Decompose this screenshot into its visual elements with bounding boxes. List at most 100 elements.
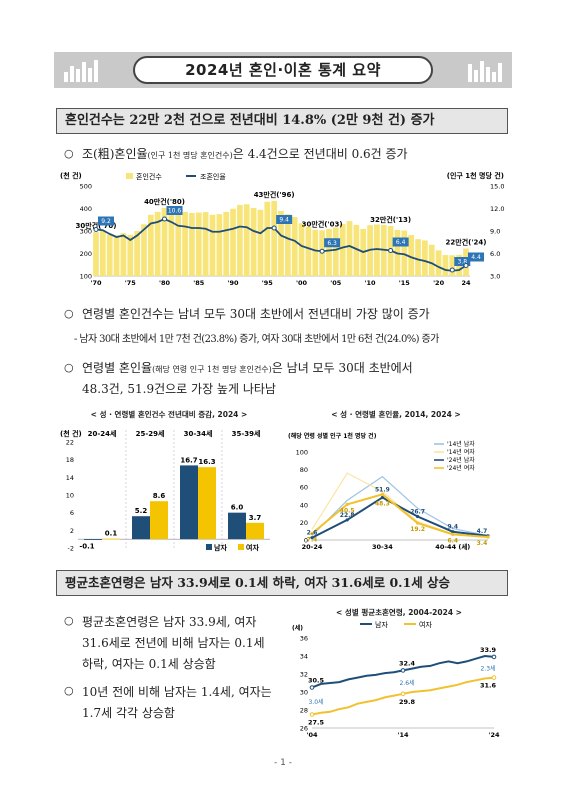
y-tick: 100: [296, 449, 308, 457]
y-tick: 20: [300, 519, 308, 527]
rate-label: 4.4: [471, 254, 481, 261]
bullet-symbol: ○: [64, 684, 74, 697]
x-tick: 20-24: [302, 543, 323, 551]
bar-marriages-1972: [106, 234, 113, 276]
y-tick: 22: [66, 439, 74, 447]
y-axis-units: (천 건): [60, 429, 82, 438]
y-tick-right: 12.0: [490, 205, 504, 213]
point: [380, 495, 384, 500]
x-tick: '75: [125, 279, 137, 287]
bar-marriages-1995: [264, 201, 271, 276]
data-label: 9.4: [447, 524, 458, 531]
point: [345, 502, 349, 506]
bar-marriages-1976: [134, 231, 140, 276]
y-tick: 26: [300, 725, 308, 733]
marriage-trend-chart: (천 건) (인구 1천 명당 건) 혼인건수 조혼인율 100 200 300 400 500…: [60, 171, 504, 287]
x-tick: '85: [193, 279, 205, 287]
y-tick-left: 200: [80, 250, 92, 258]
rate-label: 6.3: [327, 240, 337, 247]
x-tick: '10: [365, 279, 377, 287]
rate-label-box: [98, 216, 114, 226]
x-tick: '05: [330, 279, 342, 287]
annotation-count: 40만건('80): [144, 197, 185, 206]
bar-marriages-1979: [154, 211, 161, 276]
data-label: 40.5: [340, 507, 355, 514]
point: [400, 691, 406, 697]
bullet-crude-rate: 조(粗)혼인율(인구 1천 명당 혼인건수)은 4.4건으로 전년대비 0.6건…: [82, 147, 408, 161]
bar-marriages-1993: [250, 208, 257, 276]
bar-marriages-1983: [182, 211, 188, 276]
legend-marker: [238, 544, 244, 550]
line-'24년 남자: [311, 496, 489, 539]
annotation-count: 30만건('70): [76, 221, 117, 230]
data-label: 26.7: [410, 509, 425, 516]
data-label: -0.1: [79, 543, 94, 551]
bar-marriages-1994: [257, 209, 264, 276]
data-label: 32.4: [399, 659, 416, 667]
bar-marriages-2004: [326, 228, 332, 276]
bar-남자-20-24세: [84, 539, 102, 540]
bar-marriages-1986: [202, 212, 209, 276]
point: [451, 530, 455, 534]
rate-label-box: [392, 237, 409, 247]
point: [416, 521, 420, 525]
data-label: 5.2: [135, 507, 148, 515]
page-number: - 1 -: [274, 758, 292, 768]
legend-label: '14년 여자: [447, 448, 475, 456]
y-tick: 0: [304, 537, 308, 545]
point: [451, 532, 455, 536]
x-tick: '80: [159, 279, 171, 287]
annotation-count: 43만건('96): [254, 190, 295, 199]
y-axis-units: (세): [292, 624, 303, 632]
legend-marker: [206, 544, 212, 550]
legend-label: 여자: [246, 543, 259, 552]
line-'14년 남자: [311, 475, 489, 537]
legend-label-marriages: 혼인건수: [136, 172, 162, 181]
bullet-symbol: ○: [64, 307, 74, 320]
rate-label: 9.2: [101, 218, 111, 225]
data-label: 48.3: [375, 500, 390, 507]
age-increase-chart: (천 건) -2 2 6 10 14 18 22 20-24세 -0.1 0.1 25-29세 5.2 8…: [60, 429, 270, 553]
bar-graph-icon-right: [468, 61, 502, 82]
point: [309, 712, 315, 717]
point: [416, 514, 420, 519]
x-tick: '15: [399, 279, 411, 287]
line-'24년 여자: [311, 493, 489, 539]
rate-label: 3.8: [458, 259, 468, 266]
bar-marriages-1978: [147, 214, 154, 276]
y-tick: 10: [66, 492, 74, 500]
y-tick: 34: [300, 653, 308, 661]
bullet-symbol: ○: [64, 147, 74, 160]
legend-label: 남자: [214, 543, 227, 552]
y-tick: 2: [70, 527, 74, 535]
x-tick: '00: [296, 279, 308, 287]
rate-label-box: [454, 257, 471, 266]
point: [380, 492, 384, 496]
bar-marriages-1997: [278, 210, 284, 276]
x-tick: '14: [397, 731, 409, 739]
bar-marriages-1990: [230, 208, 236, 276]
legend-label: '24년 남자: [447, 456, 475, 464]
y-tick: 18: [66, 456, 74, 464]
legend-label-rate: 조혼인율: [200, 172, 226, 181]
point: [309, 685, 315, 690]
y-tick-left: 500: [80, 183, 92, 191]
bar-marriages-1991: [237, 204, 243, 276]
chart2-title: < 성 · 연령별 혼인건수 전년대비 증감, 2024 >: [90, 410, 248, 419]
data-label: 30.5: [308, 677, 325, 685]
data-label: 33.9: [480, 646, 497, 654]
bullet-age-rate-line2: 48.3건, 51.9건으로 가장 높게 나타남: [82, 382, 276, 396]
section2-heading: 평균초혼연령은 남자 33.9세로 0.1세 하락, 여자 31.6세로 0.1…: [56, 570, 508, 596]
y-tick: 30: [300, 689, 308, 697]
bar-marriages-2020: [435, 250, 442, 276]
y-tick-right: 3.0: [490, 273, 500, 281]
chart4-title: < 성별 평균초혼연령, 2004-2024 >: [336, 608, 462, 617]
bar-marriages-2016: [408, 235, 415, 276]
point: [486, 535, 490, 539]
bullet-symbol: ○: [64, 614, 74, 627]
rate-point: [319, 248, 325, 254]
point: [310, 531, 314, 536]
bar-남자-30-34세: [180, 465, 198, 540]
first-marriage-age-chart: (세) 26 28 30 32 34 36 '04 '14 '24 남자 여자 30.5 27.5 32.4…: [292, 620, 500, 739]
data-label: 3.7: [249, 514, 262, 522]
